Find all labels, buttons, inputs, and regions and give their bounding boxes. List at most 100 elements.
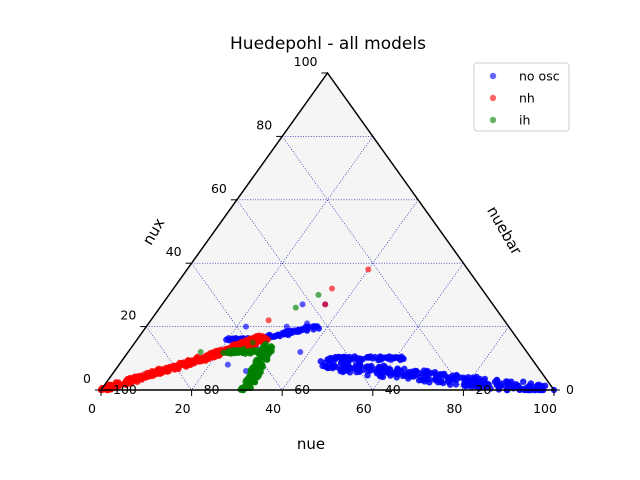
data-point (367, 367, 374, 374)
right-tick-label: 20 (475, 382, 491, 397)
data-point (380, 365, 387, 372)
legend-frame (473, 62, 570, 132)
bottom-axis-label: nue (297, 435, 325, 453)
left-axis-label: nux (139, 215, 169, 248)
data-point (386, 366, 394, 373)
data-points (97, 266, 558, 394)
data-point (359, 355, 367, 363)
data-point (227, 350, 234, 357)
data-point (506, 380, 514, 387)
data-point (453, 376, 460, 383)
data-point (415, 377, 423, 384)
data-point (331, 363, 338, 370)
bottom-tick-label: 40 (265, 401, 281, 416)
data-point (329, 285, 336, 292)
data-point (240, 345, 247, 352)
data-point (356, 368, 363, 376)
data-point (346, 364, 353, 371)
data-point (251, 378, 258, 386)
data-point (197, 348, 204, 355)
data-point (480, 383, 487, 391)
data-point (255, 334, 262, 341)
data-point (449, 372, 456, 379)
data-point (378, 372, 385, 380)
data-point (242, 323, 249, 330)
data-point (299, 301, 306, 308)
data-point (242, 367, 249, 374)
data-point (287, 328, 295, 336)
left-tick-label: 40 (166, 244, 182, 259)
left-tick-label: 20 (120, 308, 136, 323)
series-ih (197, 291, 322, 394)
data-point (378, 355, 386, 363)
data-point (315, 291, 322, 298)
data-point (223, 336, 230, 343)
data-point (468, 383, 475, 390)
data-point (220, 349, 227, 356)
data-point (387, 372, 394, 379)
data-point (249, 339, 256, 346)
data-point (155, 368, 162, 376)
triangle-frame (99, 71, 556, 391)
axis-ticks: 0 100 0 20 80 20 40 60 40 60 40 60 80 20 80 100 0 100 (83, 54, 574, 416)
left-tick-label: 60 (211, 181, 227, 196)
data-point (426, 370, 433, 377)
data-point (426, 379, 433, 386)
data-point (447, 381, 454, 388)
triangle-outline (99, 71, 556, 391)
right-tick-label: 100 (113, 382, 137, 397)
data-point (462, 375, 469, 382)
legend-label: no osc (519, 69, 560, 84)
data-point (332, 354, 340, 361)
data-point (357, 362, 364, 369)
data-point (262, 348, 269, 355)
bottom-tick-label: 100 (533, 401, 557, 416)
left-tick-label: 100 (294, 54, 318, 69)
legend-label: ih (519, 113, 530, 128)
chart-title: Huedepohl - all models (230, 34, 426, 54)
legend-label: nh (519, 91, 535, 106)
data-point (297, 348, 304, 355)
gridlines (146, 136, 509, 391)
data-point (340, 364, 348, 371)
data-point (452, 381, 460, 388)
data-point (319, 362, 326, 370)
right-tick-label: 80 (204, 382, 220, 397)
plot-background (101, 73, 554, 390)
data-point (311, 323, 318, 330)
data-point (304, 320, 311, 327)
legend-marker (489, 116, 497, 124)
plot-area (101, 73, 554, 390)
data-point (497, 382, 505, 389)
data-point (134, 373, 142, 380)
data-point (224, 361, 231, 368)
bottom-tick-label: 0 (88, 401, 96, 416)
data-point (271, 333, 279, 340)
data-point (322, 301, 329, 308)
data-point (292, 304, 299, 311)
data-point (401, 365, 408, 373)
legend: no osc nh ih (473, 62, 570, 132)
legend-marker (489, 72, 497, 80)
data-point (365, 266, 372, 273)
data-point (369, 355, 377, 362)
data-point (399, 372, 406, 380)
right-tick-label: 60 (294, 382, 310, 397)
data-point (364, 372, 371, 379)
data-point (324, 364, 331, 372)
bottom-tick-label: 20 (175, 401, 191, 416)
right-tick-label: 40 (385, 382, 401, 397)
data-point (268, 347, 275, 355)
data-point (265, 317, 272, 324)
data-point (400, 355, 407, 363)
right-axis-label: nuebar (483, 203, 526, 259)
data-point (303, 325, 311, 332)
data-point (471, 377, 478, 385)
data-point (263, 356, 271, 363)
bottom-tick-label: 80 (446, 401, 462, 416)
data-point (394, 370, 401, 378)
legend-marker (489, 94, 497, 102)
data-point (531, 383, 538, 391)
left-tick-label: 80 (256, 117, 272, 132)
